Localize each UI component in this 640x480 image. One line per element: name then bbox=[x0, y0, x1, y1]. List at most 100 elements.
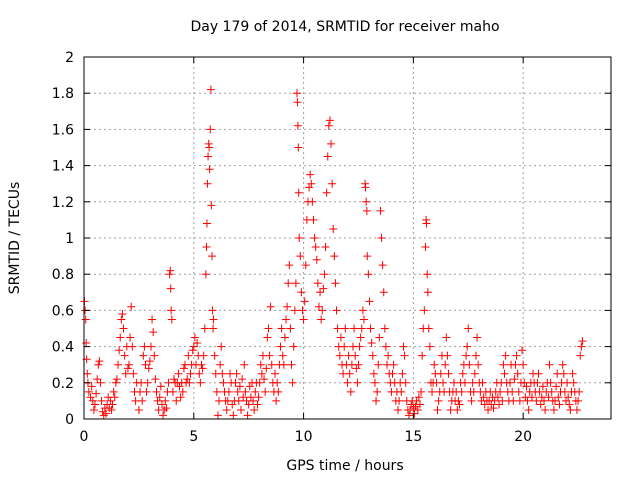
data-point bbox=[224, 387, 233, 396]
data-point bbox=[289, 342, 298, 351]
data-point bbox=[286, 324, 295, 333]
x-tick-label: 20 bbox=[514, 429, 532, 445]
data-point bbox=[150, 351, 159, 360]
data-point bbox=[249, 396, 258, 405]
data-point bbox=[538, 382, 547, 391]
data-point bbox=[493, 393, 502, 402]
data-point bbox=[473, 333, 482, 342]
data-point bbox=[479, 393, 488, 402]
data-point bbox=[361, 183, 370, 192]
data-point bbox=[176, 393, 185, 402]
data-point bbox=[340, 342, 349, 351]
data-point bbox=[216, 360, 225, 369]
data-point bbox=[253, 400, 262, 409]
y-tick-label: 2 bbox=[65, 50, 74, 66]
data-point bbox=[534, 369, 543, 378]
data-point bbox=[207, 201, 216, 210]
data-point bbox=[202, 243, 211, 252]
data-point bbox=[199, 351, 208, 360]
data-point bbox=[148, 315, 157, 324]
data-point bbox=[118, 310, 127, 319]
data-point bbox=[296, 252, 305, 261]
data-point bbox=[422, 219, 431, 228]
data-point bbox=[117, 315, 126, 324]
data-point bbox=[330, 252, 339, 261]
data-point bbox=[546, 378, 555, 387]
data-point bbox=[198, 364, 207, 373]
data-point bbox=[369, 369, 378, 378]
x-tick-label: 10 bbox=[295, 429, 313, 445]
data-point bbox=[229, 411, 238, 420]
data-point bbox=[254, 393, 263, 402]
y-tick-label: 0.2 bbox=[52, 376, 74, 392]
data-point bbox=[455, 400, 464, 409]
data-point bbox=[333, 324, 342, 333]
data-point bbox=[465, 360, 474, 369]
data-point bbox=[283, 302, 292, 311]
data-point bbox=[555, 400, 564, 409]
data-point bbox=[276, 342, 285, 351]
data-point bbox=[234, 396, 243, 405]
data-point bbox=[367, 338, 376, 347]
data-point bbox=[307, 179, 316, 188]
data-point bbox=[453, 405, 462, 414]
data-point bbox=[291, 279, 300, 288]
data-point bbox=[129, 369, 138, 378]
data-point bbox=[536, 400, 545, 409]
data-point bbox=[384, 351, 393, 360]
data-point bbox=[318, 306, 327, 315]
grid-lines bbox=[84, 57, 611, 419]
data-point bbox=[288, 378, 297, 387]
data-point bbox=[92, 389, 101, 398]
data-point bbox=[425, 342, 434, 351]
data-point bbox=[126, 333, 135, 342]
data-point bbox=[121, 369, 130, 378]
data-point bbox=[264, 324, 273, 333]
data-point bbox=[149, 328, 158, 337]
data-point bbox=[134, 405, 143, 414]
data-point bbox=[372, 396, 381, 405]
data-point bbox=[174, 369, 183, 378]
data-point bbox=[527, 393, 536, 402]
data-point bbox=[212, 387, 221, 396]
data-point bbox=[83, 369, 92, 378]
x-tick-label: 5 bbox=[189, 429, 198, 445]
data-point bbox=[443, 351, 452, 360]
data-point bbox=[436, 369, 445, 378]
data-point bbox=[208, 252, 217, 261]
data-point bbox=[460, 378, 469, 387]
data-point bbox=[365, 297, 374, 306]
data-point bbox=[244, 400, 253, 409]
data-point bbox=[306, 170, 315, 179]
data-point bbox=[559, 369, 568, 378]
data-point bbox=[294, 143, 303, 152]
data-point bbox=[213, 411, 222, 420]
data-point bbox=[255, 378, 264, 387]
data-point bbox=[197, 360, 206, 369]
data-point bbox=[511, 360, 520, 369]
data-point bbox=[222, 405, 231, 414]
data-point bbox=[119, 324, 128, 333]
data-point bbox=[374, 360, 383, 369]
y-tick-label: 1 bbox=[65, 231, 74, 247]
data-point bbox=[120, 351, 129, 360]
data-point bbox=[356, 333, 365, 342]
data-point bbox=[329, 224, 338, 233]
data-point bbox=[424, 324, 433, 333]
data-point bbox=[84, 387, 93, 396]
data-point bbox=[139, 351, 148, 360]
data-point bbox=[287, 360, 296, 369]
data-point bbox=[243, 411, 252, 420]
data-point bbox=[578, 337, 587, 346]
data-point bbox=[317, 315, 326, 324]
data-point bbox=[335, 351, 344, 360]
data-point bbox=[172, 396, 181, 405]
data-point bbox=[294, 188, 303, 197]
y-tick-label: 0.4 bbox=[52, 340, 74, 356]
data-point bbox=[373, 387, 382, 396]
data-point bbox=[128, 342, 137, 351]
data-point bbox=[205, 165, 214, 174]
data-point bbox=[210, 351, 219, 360]
data-point bbox=[292, 89, 301, 98]
